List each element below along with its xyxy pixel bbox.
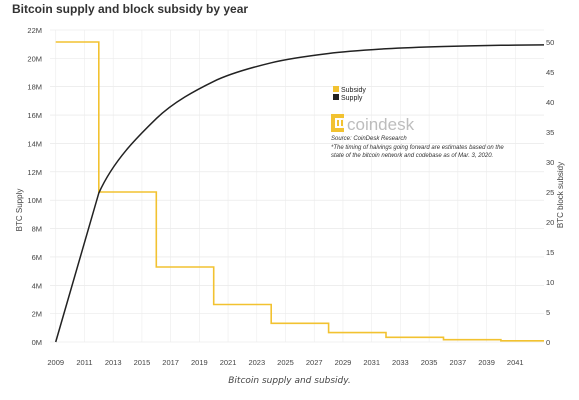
legend-swatch-subsidy xyxy=(333,86,339,92)
y-tick-left: 4M xyxy=(32,281,42,290)
y-tick-right: 35 xyxy=(546,128,554,137)
disclaimer-line-1: *The timing of halvings going forward ar… xyxy=(331,145,504,151)
coindesk-logo: coindesk xyxy=(331,114,415,134)
series-layer xyxy=(54,41,545,343)
x-tick: 2019 xyxy=(191,358,208,367)
y-tick-left: 2M xyxy=(32,310,42,319)
x-tick: 2035 xyxy=(421,358,438,367)
y-axis-label-left: BTC Supply xyxy=(15,189,24,232)
series-line-supply xyxy=(54,44,545,343)
x-tick: 2029 xyxy=(335,358,352,367)
y-tick-right: 0 xyxy=(546,338,550,347)
legend-swatch-supply xyxy=(333,94,339,100)
y-tick-left: 22M xyxy=(27,26,42,35)
x-tick: 2023 xyxy=(248,358,265,367)
x-tick: 2025 xyxy=(277,358,294,367)
x-tick: 2031 xyxy=(363,358,380,367)
y-tick-left: 18M xyxy=(27,83,42,92)
x-ticks: 2009 2011 2013 2015 2017 2019 2021 2023 2025 2027… xyxy=(47,358,523,367)
x-tick: 2009 xyxy=(47,358,64,367)
brand-name: coindesk xyxy=(347,115,415,134)
y-tick-right: 15 xyxy=(546,248,554,257)
chart-title: Bitcoin supply and block subsidy by year xyxy=(12,2,249,16)
x-tick: 2033 xyxy=(392,358,409,367)
x-tick: 2027 xyxy=(306,358,323,367)
y-tick-right: 10 xyxy=(546,278,554,287)
y-tick-right: 40 xyxy=(546,98,554,107)
grid xyxy=(50,29,544,343)
y-tick-right: 25 xyxy=(546,188,554,197)
y-axis-label-right: BTC block subsidy xyxy=(556,162,565,228)
left-y-ticks: 0M 2M 4M 6M 8M 10M 12M 14M 16M 18M 20M 22M xyxy=(27,26,42,347)
y-tick-right: 50 xyxy=(546,38,554,47)
y-tick-left: 14M xyxy=(27,139,42,148)
y-tick-left: 20M xyxy=(27,54,42,63)
x-tick: 2039 xyxy=(478,358,495,367)
figure-caption: Bitcoin supply and subsidy. xyxy=(228,376,351,386)
x-tick: 2017 xyxy=(162,358,179,367)
y-tick-left: 16M xyxy=(27,111,42,120)
x-tick: 2041 xyxy=(507,358,524,367)
x-tick: 2037 xyxy=(449,358,466,367)
right-y-ticks: 0 5 10 15 20 25 30 35 40 45 50 xyxy=(546,38,554,347)
y-tick-right: 20 xyxy=(546,218,554,227)
y-tick-left: 8M xyxy=(32,225,42,234)
y-tick-left: 10M xyxy=(27,196,42,205)
x-tick: 2013 xyxy=(105,358,122,367)
legend-label-supply: Supply xyxy=(341,95,363,102)
y-tick-left: 6M xyxy=(32,253,42,262)
coindesk-logo-icon xyxy=(331,114,344,132)
y-tick-left: 12M xyxy=(27,168,42,177)
chart: 0M 2M 4M 6M 8M 10M 12M 14M 16M 18M 20M 22M 0 5 10 15 20… xyxy=(15,26,565,367)
x-tick: 2015 xyxy=(134,358,151,367)
series-line-subsidy xyxy=(55,41,544,342)
x-tick: 2011 xyxy=(76,358,92,367)
y-tick-right: 45 xyxy=(546,68,554,77)
y-tick-left: 0M xyxy=(32,338,42,347)
legend-label-subsidy: Subsidy xyxy=(341,87,366,94)
disclaimer-line-2: state of the bitcoin network and codebas… xyxy=(331,153,493,159)
y-tick-right: 30 xyxy=(546,158,554,167)
legend: Subsidy Supply xyxy=(333,86,366,102)
y-tick-right: 5 xyxy=(546,308,550,317)
source-note: Source: CoinDesk Research xyxy=(331,136,407,142)
x-tick: 2021 xyxy=(220,358,237,367)
